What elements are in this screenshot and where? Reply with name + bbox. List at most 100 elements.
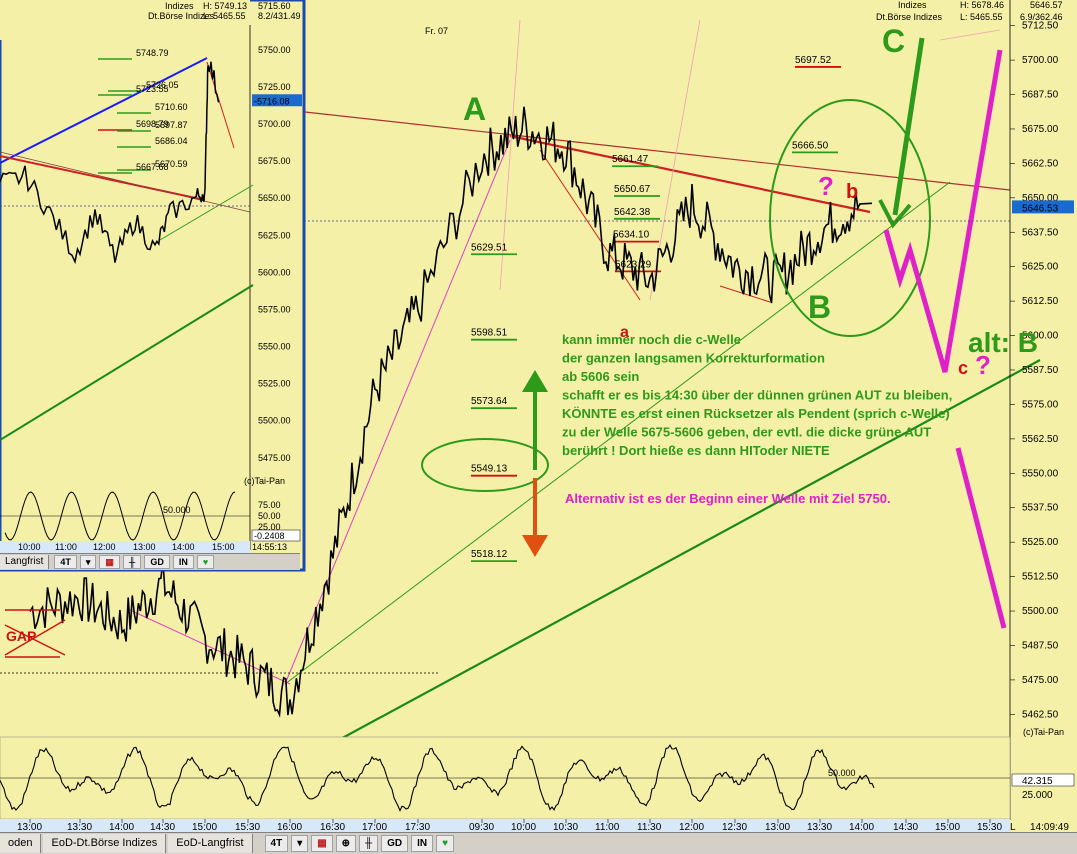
header-low: L: 5465.55 <box>960 12 1003 22</box>
chart-type-icon[interactable]: ▦ <box>311 835 333 852</box>
wave-b-label: B <box>808 289 831 325</box>
inset-in-button[interactable]: IN <box>172 555 194 569</box>
inset-tabbar: Langfrist 4T ▾ ▦ ╫ GD IN ♥ <box>0 553 300 570</box>
interval-select[interactable]: 4T <box>264 835 289 852</box>
inset-header-text: Dt.Börse Indizes <box>148 11 215 21</box>
inset-header-text: 5715.60 <box>258 1 291 11</box>
y-tick-label: 5525.00 <box>1022 537 1059 548</box>
green-comment-line: ab 5606 sein <box>562 369 639 384</box>
inset-tab-langfrist[interactable]: Langfrist <box>0 555 50 569</box>
gd-button[interactable]: GD <box>381 835 409 852</box>
wave-annotations <box>0 37 1010 674</box>
inset-osc-tick: 75.00 <box>258 500 281 510</box>
tab-eod-langfrist[interactable]: EoD-Langfrist <box>168 834 253 853</box>
level-label: 5650.67 <box>614 184 651 195</box>
x-tick-label: 10:30 <box>553 822 578 833</box>
inset-candle-icon[interactable]: ╫ <box>122 555 142 569</box>
inset-color-icon[interactable]: ♥ <box>196 555 215 569</box>
header-top-price: 5646.57 <box>1030 0 1063 10</box>
x-tick-label: 13:30 <box>67 822 92 833</box>
price-series <box>29 106 873 718</box>
small-c-label: c <box>958 358 968 378</box>
y-tick-label: 5500.00 <box>1022 606 1059 617</box>
inset-oscillator <box>4 491 236 541</box>
green-comment-line: schafft er es bis 14:30 über der dünnen … <box>562 388 952 403</box>
y-tick-label: 5675.00 <box>1022 124 1059 135</box>
question-mark-c: ? <box>975 350 991 380</box>
alt-b-label: alt: B <box>968 327 1038 358</box>
bottom-tabbar: oden EoD-Dt.Börse Indizes EoD-Langfrist … <box>0 832 1077 854</box>
x-tick-label: 10:00 <box>511 822 536 833</box>
x-tick-label: 11:00 <box>595 822 620 833</box>
inset-osc-tick: 50.00 <box>258 511 281 521</box>
gap-label: GAP <box>6 628 36 644</box>
level-label: 5697.52 <box>795 55 832 66</box>
y-tick-label: 5512.50 <box>1022 572 1059 583</box>
candle-icon[interactable]: ╫ <box>359 835 379 852</box>
zoom-icon[interactable]: ⊕ <box>335 835 357 852</box>
inset-header-text: H: 5749.13 <box>203 1 247 11</box>
inset-x-tick: 15:00 <box>212 542 235 552</box>
inset-x-tick: 14:00 <box>172 542 195 552</box>
oscillator-path <box>0 744 875 812</box>
x-tick-label: 14:00 <box>109 822 134 833</box>
level-label: 5549.13 <box>471 464 508 475</box>
y-tick-label: 5475.00 <box>1022 675 1059 686</box>
green-commentary: kann immer noch die c-Welle der ganzen la… <box>562 332 952 458</box>
inset-level-label: 5723.55 <box>136 84 169 94</box>
small-b-label: b <box>846 181 858 203</box>
inset-chevron-down-icon[interactable]: ▾ <box>79 555 97 569</box>
y-tick-label: 5612.50 <box>1022 296 1059 307</box>
y-tick-label: 5575.00 <box>1022 399 1059 410</box>
header-instrument: Indizes <box>898 0 927 10</box>
osc-mid-label: 50.000 <box>828 768 856 778</box>
inset-header-text: L: 5465.55 <box>203 11 246 21</box>
y-tick-label: 5662.50 <box>1022 158 1059 169</box>
inset-y-tick: 5750.00 <box>258 45 291 55</box>
x-tick-label: 14:30 <box>893 822 918 833</box>
inset-level-label: 5686.04 <box>155 136 188 146</box>
inset-price-line <box>0 61 220 265</box>
y-tick-label: 5687.50 <box>1022 90 1059 101</box>
osc-tick-label: 42.315 <box>1022 776 1053 787</box>
inset-header-text: Indizes <box>165 1 194 11</box>
level-label: 5661.47 <box>612 154 649 165</box>
inset-level-label: 5698.79 <box>136 119 169 129</box>
inset-header-text: 8.2/431.49 <box>258 11 301 21</box>
inset-y-tick: 5650.00 <box>258 193 291 203</box>
current-price-box <box>1012 200 1074 214</box>
tab-oden[interactable]: oden <box>0 834 42 853</box>
x-tick-label: 14:00 <box>849 822 874 833</box>
in-button[interactable]: IN <box>411 835 434 852</box>
inset-level-label: 5667.68 <box>136 162 169 172</box>
current-price-label: 5646.53 <box>1022 203 1059 214</box>
green-comment-line: berührt ! Dort hieße es dann HIToder NIE… <box>562 443 830 458</box>
x-tick-label: 11:30 <box>637 822 662 833</box>
x-tick-label: 14:30 <box>150 822 175 833</box>
inset-y-tick: 5550.00 <box>258 342 291 352</box>
y-tick-label: 5487.50 <box>1022 640 1059 651</box>
color-icon[interactable]: ♥ <box>436 835 455 852</box>
inset-chart-type-icon[interactable]: ▦ <box>99 555 120 569</box>
level-label: 5642.38 <box>614 207 651 218</box>
inset-level-label: 5670.59 <box>155 159 188 169</box>
inset-gd-button[interactable]: GD <box>144 555 170 569</box>
inset-x-tick: 11:00 <box>55 542 77 552</box>
inset-time-readout: 14:55:13 <box>252 542 287 552</box>
green-comment-line: der ganzen langsamen Korrekturformation <box>562 351 825 366</box>
level-label: 5634.10 <box>613 230 650 241</box>
inset-level-label: 5697.87 <box>155 120 188 130</box>
x-tick-label: 16:30 <box>320 822 345 833</box>
inset-interval-select[interactable]: 4T <box>54 555 77 569</box>
y-tick-label: 5600.00 <box>1022 331 1059 342</box>
l-marker: L <box>1010 822 1016 833</box>
inset-y-tick: 5525.00 <box>258 379 291 389</box>
inset-y-tick: 5475.00 <box>258 453 291 463</box>
y-tick-label: 5625.00 <box>1022 262 1059 273</box>
header-exchange: Dt.Börse Indizes <box>876 12 943 22</box>
y-tick-label: 5700.00 <box>1022 55 1059 66</box>
tab-eod-dt-boerse[interactable]: EoD-Dt.Börse Indizes <box>43 834 167 853</box>
chevron-down-icon[interactable]: ▾ <box>291 835 309 852</box>
header-high: H: 5678.46 <box>960 0 1004 10</box>
